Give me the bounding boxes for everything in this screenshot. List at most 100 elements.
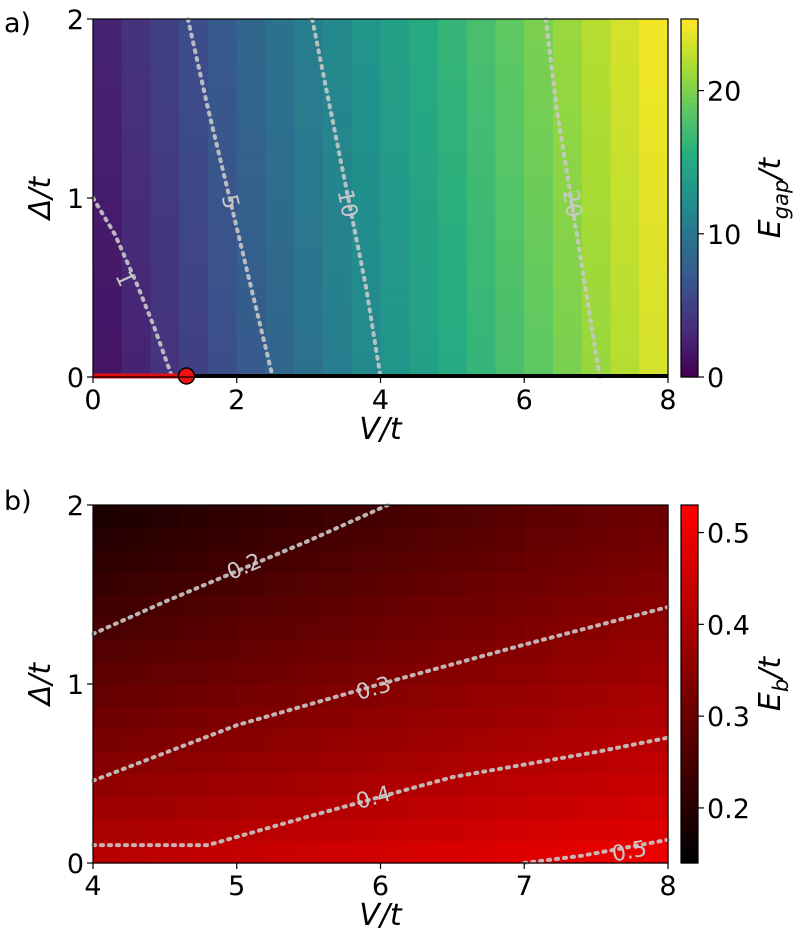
heatmap-cell	[639, 309, 669, 333]
heatmap-cell	[236, 639, 267, 663]
heatmap-cell	[150, 505, 180, 528]
heatmap-cell	[466, 175, 497, 199]
heatmap-cell	[294, 19, 324, 42]
heatmap-cell	[323, 130, 353, 154]
colorbar-segment	[681, 275, 698, 283]
heatmap-cell	[553, 86, 583, 110]
heatmap-cell	[236, 616, 267, 640]
heatmap-cell	[495, 795, 525, 819]
heatmap-cell	[438, 41, 468, 65]
heatmap-cell	[294, 86, 324, 110]
colorbar-tick-label: 0.5	[707, 519, 750, 550]
colorbar-segment	[681, 552, 698, 560]
heatmap-cell	[495, 220, 525, 244]
heatmap-cell	[236, 572, 267, 596]
heatmap-cell	[524, 684, 554, 707]
heatmap-cell	[438, 265, 468, 289]
heatmap-cell	[409, 63, 439, 87]
heatmap-cell	[610, 108, 640, 132]
y-tick-label: 2	[67, 491, 84, 522]
heatmap-cell	[581, 175, 612, 199]
heatmap-cell	[409, 728, 439, 752]
heatmap-cell	[265, 41, 295, 65]
colorbar-tick-label: 0	[707, 363, 724, 394]
heatmap-cell	[524, 287, 554, 311]
heatmap-cell	[639, 795, 669, 819]
heatmap-cell	[93, 198, 123, 221]
heatmap-cell	[323, 309, 353, 333]
heatmap-cell	[121, 130, 152, 154]
heatmap-cell	[380, 639, 410, 663]
heatmap-cell	[380, 527, 410, 551]
x-tick-label: 7	[516, 871, 533, 902]
heatmap-cell	[524, 549, 554, 573]
colorbar-segment	[681, 594, 698, 602]
heatmap-cell	[495, 549, 525, 573]
heatmap-cell	[179, 684, 209, 707]
heatmap-cell	[639, 265, 669, 289]
heatmap-cell	[409, 220, 439, 244]
colorbar-segment	[681, 689, 698, 697]
heatmap-cell	[265, 549, 295, 573]
heatmap-cell	[438, 549, 468, 573]
heatmap-cell	[466, 706, 497, 730]
heatmap-cell	[150, 616, 180, 640]
heatmap-cell	[265, 795, 295, 819]
heatmap-cell	[581, 242, 612, 266]
colorbar-segment	[681, 42, 698, 50]
heatmap-cell	[351, 63, 382, 87]
colorbar-frame	[680, 504, 699, 864]
heatmap-cell	[380, 153, 410, 177]
heatmap-cell	[150, 795, 180, 819]
heatmap-cell	[150, 41, 180, 65]
heatmap-cell	[409, 354, 439, 378]
heatmap-cell	[639, 728, 669, 752]
heatmap-cell	[524, 706, 554, 730]
heatmap-cell	[438, 108, 468, 132]
colorbar-segment	[681, 833, 698, 840]
heatmap-cell	[265, 505, 295, 528]
colorbar-segment	[681, 839, 698, 846]
heatmap-cell	[639, 706, 669, 730]
heatmap-cell	[208, 751, 238, 775]
heatmap-cell	[610, 175, 640, 199]
heatmap-cell	[265, 751, 295, 775]
heatmap-cell	[610, 287, 640, 311]
colorbar-segment	[681, 192, 698, 199]
heatmap-cell	[294, 661, 324, 685]
heatmap-cell	[553, 549, 583, 573]
colorbar-segment	[681, 359, 698, 366]
colorbar-tick-label: 20	[707, 77, 741, 108]
heatmap-cell	[495, 153, 525, 177]
heatmap-cell	[294, 130, 324, 154]
heatmap-cell	[553, 265, 583, 289]
heatmap-cell	[351, 153, 382, 177]
heatmap-cell	[294, 751, 324, 775]
heatmap-cell	[466, 41, 497, 65]
heatmap-cell	[323, 572, 353, 596]
heatmap-cell	[265, 616, 295, 640]
heatmap-cell	[208, 639, 238, 663]
heatmap-cell	[466, 130, 497, 154]
heatmap-cell	[179, 549, 209, 573]
heatmap-cell	[639, 549, 669, 573]
heatmap-cell	[380, 130, 410, 154]
x-tick-label: 5	[228, 871, 245, 902]
heatmap-cell	[639, 505, 669, 528]
y-axis-label: Δ/t	[23, 176, 58, 222]
colorbar-segment	[681, 371, 698, 378]
heatmap-cell	[208, 309, 238, 333]
colorbar-segment	[681, 221, 698, 229]
heatmap-cell	[93, 505, 123, 528]
heatmap-cell	[121, 505, 152, 528]
heatmap-cell	[150, 751, 180, 775]
heatmap-cell	[179, 332, 209, 356]
heatmap-cell	[610, 818, 640, 842]
heatmap-cell	[581, 684, 612, 707]
heatmap-cell	[639, 19, 669, 42]
heatmap-cell	[179, 19, 209, 42]
heatmap-cell	[150, 354, 180, 378]
colorbar-segment	[681, 761, 698, 769]
heatmap-cell	[466, 639, 497, 663]
